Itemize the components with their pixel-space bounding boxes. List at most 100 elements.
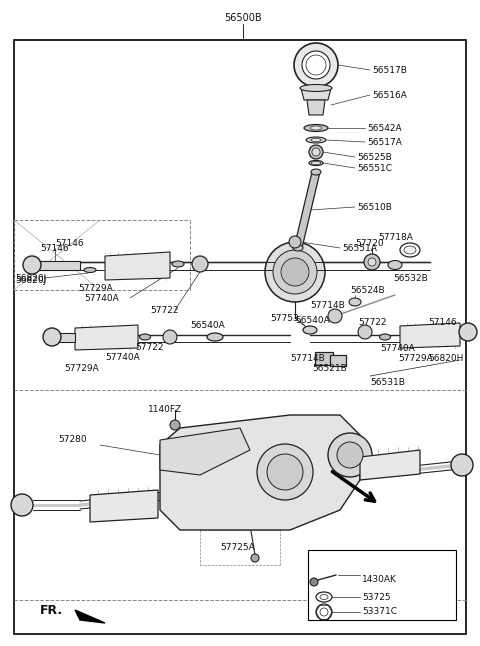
Circle shape (294, 43, 338, 87)
Polygon shape (460, 328, 468, 337)
Text: 57714B: 57714B (310, 300, 345, 309)
Text: 56531B: 56531B (370, 377, 405, 386)
Text: 53371C: 53371C (362, 607, 397, 616)
Circle shape (312, 148, 320, 156)
Circle shape (170, 420, 180, 430)
Bar (308, 550, 456, 620)
Text: 56540A: 56540A (295, 315, 330, 324)
Text: 56551C: 56551C (357, 163, 392, 172)
Ellipse shape (303, 326, 317, 334)
Text: 57740A: 57740A (105, 353, 140, 362)
Polygon shape (160, 415, 360, 530)
Text: 56510B: 56510B (357, 202, 392, 211)
Ellipse shape (172, 261, 184, 267)
Circle shape (364, 254, 380, 270)
Circle shape (289, 236, 301, 248)
Text: 56820J: 56820J (15, 273, 46, 282)
Bar (330, 355, 346, 366)
Circle shape (320, 608, 328, 616)
Text: 57146: 57146 (55, 238, 84, 247)
Polygon shape (360, 450, 420, 480)
Text: FR.: FR. (40, 603, 63, 616)
Ellipse shape (311, 169, 321, 175)
Ellipse shape (320, 594, 328, 599)
Ellipse shape (304, 125, 328, 132)
Text: 57722: 57722 (150, 306, 179, 315)
Text: 57722: 57722 (358, 317, 386, 326)
Ellipse shape (311, 162, 321, 165)
Polygon shape (400, 323, 460, 348)
Polygon shape (75, 610, 105, 623)
Text: 53725: 53725 (362, 592, 391, 601)
Text: 56542A: 56542A (367, 123, 402, 132)
Text: 57729A: 57729A (64, 364, 99, 373)
Ellipse shape (310, 126, 322, 130)
Circle shape (23, 256, 41, 274)
Text: 57740A: 57740A (84, 293, 119, 302)
Circle shape (310, 578, 318, 586)
Text: 56551A: 56551A (342, 244, 377, 253)
Circle shape (328, 309, 342, 323)
Text: 56525B: 56525B (357, 152, 392, 162)
Text: 56540A: 56540A (190, 320, 225, 329)
Circle shape (11, 494, 33, 516)
Text: 57280: 57280 (58, 435, 86, 444)
Ellipse shape (404, 246, 416, 254)
Circle shape (368, 258, 376, 266)
Circle shape (273, 250, 317, 294)
Polygon shape (105, 252, 170, 280)
Polygon shape (32, 261, 80, 270)
Text: 56517B: 56517B (372, 65, 407, 74)
Polygon shape (301, 88, 331, 100)
Circle shape (358, 325, 372, 339)
Circle shape (163, 330, 177, 344)
Text: 57146: 57146 (428, 317, 456, 326)
Text: 56532B: 56532B (393, 273, 428, 282)
Polygon shape (90, 490, 158, 522)
Text: 57714B: 57714B (290, 353, 325, 362)
Polygon shape (160, 428, 250, 475)
Text: 56521B: 56521B (312, 364, 347, 373)
Ellipse shape (140, 334, 151, 340)
Ellipse shape (349, 298, 361, 306)
Circle shape (257, 444, 313, 500)
Text: 57729A: 57729A (78, 284, 113, 293)
Text: 56820J: 56820J (15, 275, 46, 284)
Circle shape (265, 242, 325, 302)
Text: 57729A: 57729A (398, 353, 433, 362)
Text: 56500B: 56500B (224, 13, 262, 23)
Text: 56820H: 56820H (428, 353, 463, 362)
Text: 57146: 57146 (40, 244, 69, 253)
Polygon shape (307, 100, 325, 115)
Circle shape (251, 554, 259, 562)
Text: 57725A: 57725A (220, 543, 255, 552)
Circle shape (281, 258, 309, 286)
Text: 56516A: 56516A (372, 90, 407, 99)
Text: 57720: 57720 (355, 238, 384, 247)
Ellipse shape (207, 333, 223, 341)
Circle shape (459, 323, 477, 341)
Circle shape (337, 442, 363, 468)
Text: 57718A: 57718A (378, 233, 413, 242)
Ellipse shape (380, 334, 391, 340)
Text: 56524B: 56524B (350, 286, 384, 295)
Circle shape (267, 454, 303, 490)
Text: 1140FZ: 1140FZ (148, 406, 182, 415)
Ellipse shape (388, 260, 402, 269)
Polygon shape (294, 172, 320, 248)
Ellipse shape (84, 267, 96, 273)
Text: 1430AK: 1430AK (362, 576, 397, 585)
Text: 57722: 57722 (135, 342, 164, 351)
Text: 57753: 57753 (270, 313, 299, 322)
Circle shape (451, 454, 473, 476)
Ellipse shape (300, 85, 332, 92)
Polygon shape (75, 325, 138, 350)
Circle shape (309, 145, 323, 159)
Bar (315, 352, 333, 365)
Circle shape (192, 256, 208, 272)
Text: 56517A: 56517A (367, 138, 402, 147)
Polygon shape (52, 333, 75, 342)
Circle shape (43, 328, 61, 346)
Circle shape (302, 51, 330, 79)
Ellipse shape (306, 137, 326, 143)
